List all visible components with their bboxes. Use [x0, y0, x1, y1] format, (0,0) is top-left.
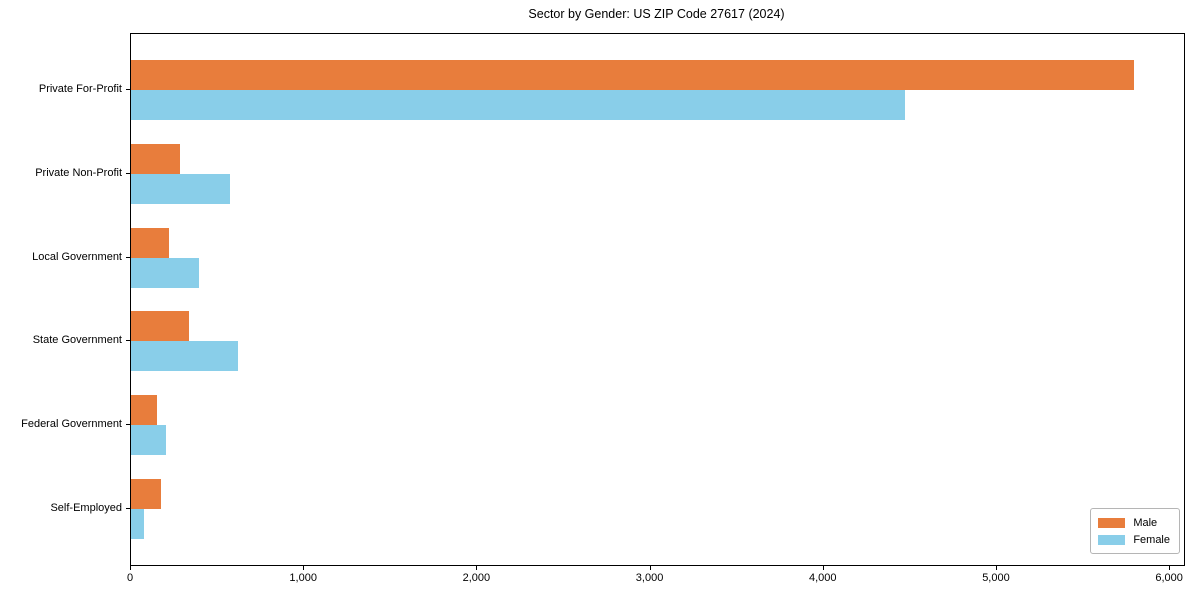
bar-male-private-for-profit: [131, 59, 1134, 90]
y-axis-tick: [126, 256, 130, 258]
legend-label-female: Female: [1133, 533, 1170, 546]
bar-male-local-government: [131, 227, 170, 258]
legend-swatch-male: [1098, 517, 1126, 528]
x-axis-tick: [649, 566, 651, 570]
bar-female-local-government: [131, 257, 199, 288]
y-axis-tick: [126, 424, 130, 426]
x-axis-tick: [303, 566, 305, 570]
bar-male-self-employed: [131, 479, 162, 510]
y-axis-label-state-government: State Government: [32, 334, 122, 347]
chart-title: Sector by Gender: US ZIP Code 27617 (202…: [528, 7, 785, 21]
bar-female-federal-government: [131, 425, 166, 456]
legend-label-male: Male: [1133, 516, 1158, 529]
y-axis-label-local-government: Local Government: [32, 250, 122, 263]
bar-female-self-employed: [131, 509, 144, 540]
bar-male-federal-government: [131, 395, 157, 426]
bar-female-state-government: [131, 341, 239, 372]
y-axis-tick: [126, 508, 130, 510]
x-axis-tick-label-1000: 1,000: [289, 572, 317, 584]
x-axis-tick: [476, 566, 478, 570]
x-axis-tick-label-6000: 6,000: [1155, 572, 1183, 584]
x-axis-tick-label-0: 0: [126, 572, 134, 584]
bar-female-private-for-profit: [131, 89, 906, 120]
x-axis-tick-label-3000: 3,000: [635, 572, 664, 584]
y-axis-label-self-employed: Self-Employed: [50, 502, 122, 515]
y-axis-tick: [126, 340, 130, 342]
y-axis-tick: [126, 172, 130, 174]
plot-area: Male Female: [130, 33, 1185, 566]
bar-male-state-government: [131, 311, 189, 342]
x-axis-tick: [1169, 566, 1171, 570]
x-axis-tick: [130, 566, 131, 570]
y-axis-label-private-non-profit: Private Non-Profit: [35, 166, 122, 179]
x-axis-tick-label-2000: 2,000: [462, 572, 491, 584]
x-axis-tick: [995, 566, 997, 570]
x-axis-tick-label-4000: 4,000: [808, 572, 837, 584]
x-axis-tick-label-5000: 5,000: [982, 572, 1010, 584]
y-axis-label-federal-government: Federal Government: [21, 418, 122, 431]
legend: Male Female: [1090, 508, 1180, 554]
legend-item-female: Female: [1098, 531, 1170, 548]
legend-swatch-female: [1098, 534, 1126, 545]
bar-male-private-non-profit: [131, 143, 181, 174]
bar-female-private-non-profit: [131, 173, 230, 204]
x-axis-tick: [822, 566, 824, 570]
legend-item-male: Male: [1098, 514, 1170, 531]
y-axis-tick: [126, 88, 130, 90]
y-axis-label-private-for-profit: Private For-Profit: [38, 82, 122, 95]
